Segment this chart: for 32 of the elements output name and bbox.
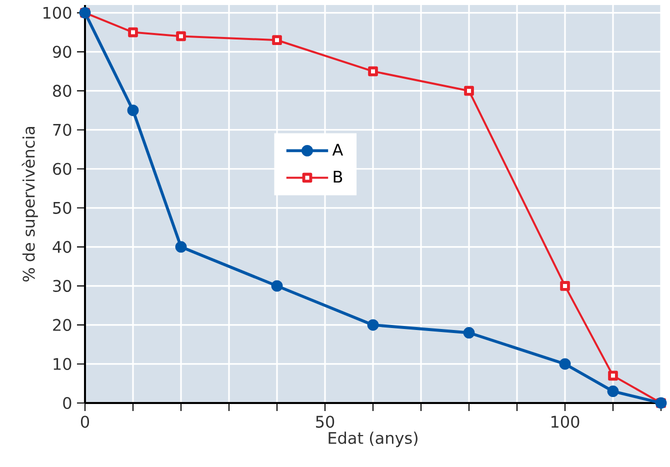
point	[368, 66, 378, 76]
x-tick-label: 100	[551, 416, 580, 428]
y-tick-label: 80	[53, 84, 72, 97]
y-tick-label: 90	[52, 46, 72, 58]
y-tick-label: 70	[53, 124, 72, 136]
y-tick-label: 30	[53, 280, 72, 292]
x-axis-title: Edat (anys)	[328, 432, 418, 448]
point	[175, 241, 187, 253]
point	[464, 86, 474, 96]
point	[367, 319, 379, 331]
y-tick-label: 0	[63, 396, 72, 410]
point	[607, 386, 619, 398]
y-tick-label: 100	[44, 6, 72, 19]
point	[127, 104, 139, 116]
y-tick-label: 50	[53, 202, 72, 214]
point	[463, 327, 475, 338]
x-tick-label: 50	[316, 416, 334, 428]
point	[176, 31, 186, 42]
point	[559, 358, 571, 370]
legend-label: B	[334, 170, 342, 183]
point	[560, 281, 570, 291]
legend-label: A	[332, 144, 344, 156]
point	[128, 27, 138, 38]
point	[608, 370, 618, 381]
x-tick-label: 0	[80, 416, 90, 428]
y-tick-label: 20	[53, 318, 72, 332]
point	[272, 35, 282, 46]
y-tick-label: 40	[52, 240, 72, 253]
y-tick-label: 60	[53, 162, 72, 175]
point	[271, 280, 283, 292]
y-tick-label: 10	[54, 358, 72, 370]
y-axis-title: % de supervivència	[22, 127, 38, 282]
